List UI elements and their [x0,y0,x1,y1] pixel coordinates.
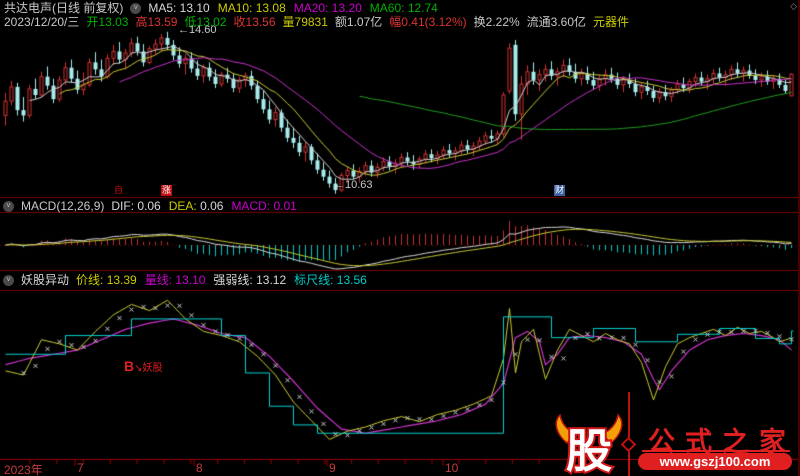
x-axis-label: 9 [329,461,336,475]
indicator-fields: 价线: 13.39 量线: 13.10 强弱线: 13.12 标尺线: 13.56 [76,273,367,287]
field-value: 13.56 [336,273,367,287]
ma-value: MA60: 12.74 [369,1,438,15]
header-row-2: 2023/12/20/三 开13.03 高13.59 低13.02 收13.56 量798… [4,15,629,29]
indicator-field: DEA: 0.06 [169,199,224,213]
field-label: DEA: [168,199,201,213]
field-label: DIF: [111,199,138,213]
macd-fields: DIF: 0.06 DEA: 0.06 MACD: 0.01 [111,199,296,213]
ohlc-info-item: 高13.59 [135,15,178,29]
field-label: 量线: [144,273,176,287]
macd-panel-header: ˅ MACD(12,26,9) DIF: 0.06 DEA: 0.06 MACD: … [3,199,297,213]
field-label: 标尺线: [294,273,337,287]
collapse-main-icon[interactable]: ˅ [130,2,142,14]
corner-diamond-icon: ◇ [790,1,797,11]
indicator-field: 强弱线: 13.12 [213,273,286,287]
ohlc-info-item: 换2.22% [473,15,520,29]
ohlc-info-item: 元器件 [593,15,630,29]
field-label: MACD: [231,199,274,213]
ohlc-info-item: 幅0.41(3.12%) [389,15,467,29]
x-axis-label: 2023年 [4,463,43,476]
x-axis-label: 8 [196,461,203,475]
ohlc-info-item: 流通3.60亿 [526,15,587,29]
stock-title: 共达电声(日线 前复权) [4,1,124,15]
field-value: 13.10 [175,273,206,287]
event-marker-badge[interactable]: 涨 [161,185,173,196]
right-edge-line [798,0,800,476]
ma-value: MA10: 13.08 [217,1,286,15]
bull-logo-icon: 股 [555,413,623,476]
x-axis-label: 7 [77,461,84,475]
indicator-field: MACD: 0.01 [231,199,296,213]
indicator-field: 标尺线: 13.56 [294,273,367,287]
buy-signal-letter: B [124,358,135,374]
ohlc-info-item: 收13.56 [233,15,276,29]
event-marker-badge[interactable]: 自 [114,185,124,195]
field-value: 0.01 [273,199,297,213]
ohlc-info-item: 低13.02 [184,15,227,29]
buy-signal-text: ↘妖股 [134,363,163,374]
logo-divider-line [628,392,630,476]
field-value: 0.06 [200,199,224,213]
bull-logo-char: 股 [566,425,612,476]
ohlc-info-item: 2023/12/20/三 [4,15,80,29]
high-price-label: ←14.60 [178,24,217,36]
indicator-panel-title[interactable]: 妖股异动 [21,273,70,287]
event-marker-badge[interactable]: 财 [554,185,566,196]
field-label: 价线: [76,273,107,287]
ohlc-info-item: 量79831 [282,15,328,29]
field-value: 0.06 [137,199,161,213]
field-value: 13.39 [106,273,137,287]
logo-site-url: www.gszj100.com [638,453,792,470]
buy-signal-annotation: B↘妖股 [124,358,163,374]
collapse-indicator-icon[interactable]: ˅ [3,274,14,286]
indicator-field: 价线: 13.39 [76,273,137,287]
ohlc-info-item: 额1.07亿 [334,15,383,29]
collapse-macd-icon[interactable]: ˅ [3,200,14,212]
indicator-field: 量线: 13.10 [145,273,206,287]
low-price-label: ←10.63 [334,179,373,191]
field-value: 13.12 [256,273,287,287]
macd-panel-title[interactable]: MACD(12,26,9) [21,199,105,213]
ohlc-info-item: 开13.03 [86,15,129,29]
indicator-field: DIF: 0.06 [111,199,160,213]
logo-site-name: 公式之家 [648,427,796,457]
ma-value: MA5: 13.10 [148,1,210,15]
x-axis-label: 10 [445,461,459,475]
header-row-1: 共达电声(日线 前复权) ˅ MA5: 13.10 MA10: 13.08 MA20… [4,1,438,15]
indicator-panel-header: ˅ 妖股异动 价线: 13.39 量线: 13.10 强弱线: 13.12 标尺线: … [3,273,367,287]
ma-values: MA5: 13.10 MA10: 13.08 MA20: 13.20 MA60: 12… [148,1,438,15]
logo-underline [642,450,790,452]
ma-value: MA20: 13.20 [293,1,362,15]
field-label: 强弱线: [213,273,257,287]
